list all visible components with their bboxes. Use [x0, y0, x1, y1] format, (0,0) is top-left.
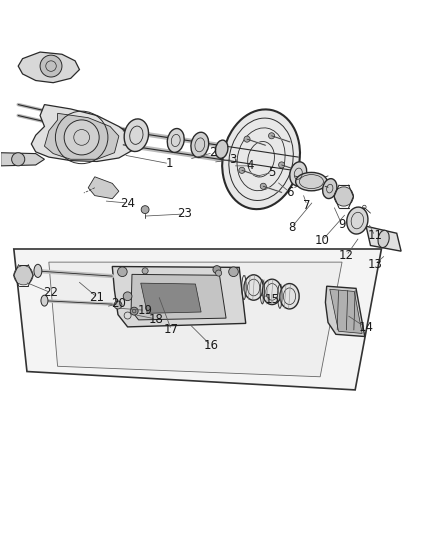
- Polygon shape: [112, 266, 245, 327]
- Circle shape: [228, 267, 238, 277]
- Ellipse shape: [289, 162, 306, 185]
- Polygon shape: [31, 104, 132, 161]
- Text: 12: 12: [338, 249, 353, 262]
- Text: 14: 14: [358, 321, 373, 334]
- Ellipse shape: [167, 128, 184, 152]
- Text: 13: 13: [367, 258, 381, 271]
- Text: 23: 23: [177, 207, 191, 221]
- Polygon shape: [88, 177, 119, 199]
- Text: 10: 10: [314, 234, 329, 247]
- Polygon shape: [141, 283, 201, 313]
- Ellipse shape: [244, 275, 263, 300]
- Ellipse shape: [215, 140, 227, 158]
- Polygon shape: [18, 52, 79, 83]
- Text: 18: 18: [148, 312, 163, 326]
- Circle shape: [260, 183, 266, 189]
- Ellipse shape: [41, 295, 48, 306]
- Ellipse shape: [222, 109, 299, 209]
- Circle shape: [14, 265, 33, 285]
- Polygon shape: [365, 226, 400, 251]
- Polygon shape: [329, 289, 361, 334]
- Ellipse shape: [295, 172, 326, 191]
- Circle shape: [244, 136, 250, 142]
- Circle shape: [117, 267, 127, 277]
- Ellipse shape: [124, 119, 148, 151]
- Text: 2: 2: [209, 146, 216, 159]
- Text: 7: 7: [303, 199, 310, 212]
- Polygon shape: [14, 249, 381, 390]
- Circle shape: [130, 307, 138, 315]
- Polygon shape: [1, 153, 44, 166]
- Circle shape: [238, 167, 244, 173]
- Text: 4: 4: [246, 159, 253, 172]
- Text: 17: 17: [163, 324, 178, 336]
- Circle shape: [142, 268, 148, 274]
- Text: 1: 1: [165, 157, 173, 170]
- Circle shape: [123, 292, 132, 301]
- Circle shape: [40, 55, 62, 77]
- Circle shape: [278, 162, 284, 168]
- Polygon shape: [49, 262, 341, 377]
- Ellipse shape: [34, 264, 42, 278]
- Circle shape: [215, 270, 221, 276]
- Ellipse shape: [377, 230, 389, 248]
- Ellipse shape: [262, 279, 281, 304]
- Text: 8: 8: [287, 221, 295, 233]
- Circle shape: [141, 206, 149, 214]
- Polygon shape: [131, 274, 226, 320]
- Ellipse shape: [346, 207, 367, 234]
- Circle shape: [64, 120, 99, 155]
- Text: 22: 22: [43, 286, 58, 299]
- Polygon shape: [44, 114, 119, 159]
- Text: 9: 9: [338, 219, 345, 231]
- Text: 6: 6: [285, 185, 293, 199]
- Circle shape: [114, 301, 122, 309]
- Text: 16: 16: [203, 339, 218, 352]
- Ellipse shape: [191, 132, 208, 157]
- Text: 11: 11: [367, 229, 381, 243]
- Text: 15: 15: [264, 293, 279, 306]
- Text: 21: 21: [89, 290, 104, 304]
- Text: 3: 3: [229, 153, 236, 166]
- Text: 19: 19: [137, 304, 152, 317]
- Text: 20: 20: [111, 297, 126, 310]
- Circle shape: [268, 133, 274, 139]
- Text: 5: 5: [268, 166, 275, 179]
- Circle shape: [12, 153, 25, 166]
- Polygon shape: [325, 286, 364, 336]
- Ellipse shape: [279, 284, 298, 309]
- Text: 24: 24: [120, 197, 135, 209]
- Circle shape: [333, 187, 353, 206]
- Ellipse shape: [322, 179, 336, 199]
- Circle shape: [212, 265, 220, 273]
